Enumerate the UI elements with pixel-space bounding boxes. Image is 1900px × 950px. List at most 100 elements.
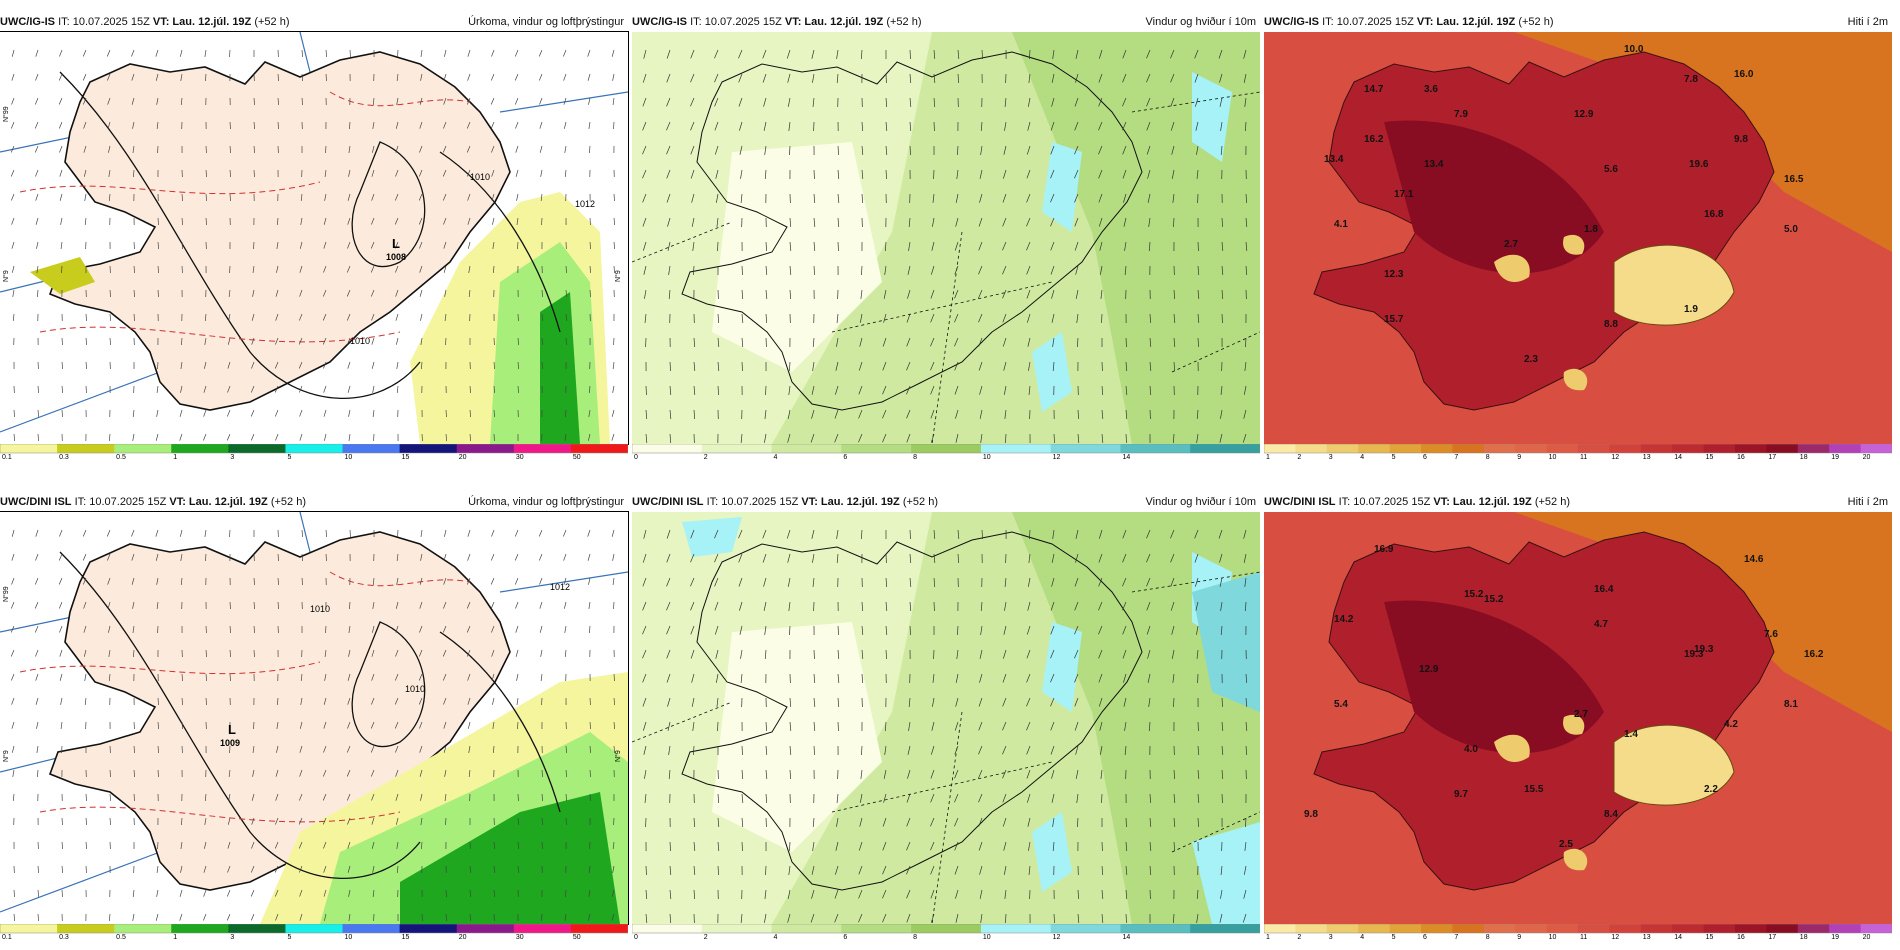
- wind-arrow: [1003, 865, 1007, 875]
- wind-arrow: [419, 577, 423, 585]
- wind-arrow: [955, 409, 959, 419]
- wind-arrow: [930, 289, 935, 299]
- wind-arrow: [1077, 409, 1079, 420]
- wind-arrow: [516, 217, 519, 225]
- wind-arrow: [789, 289, 791, 300]
- wind-arrow: [250, 433, 255, 441]
- colorbar-swatch: [1609, 444, 1642, 453]
- wind-arrow: [490, 577, 495, 585]
- wind-arrow: [642, 649, 647, 659]
- wind-arrow: [251, 337, 255, 345]
- wind-arrow: [83, 601, 87, 609]
- wind-arrow: [1245, 337, 1247, 348]
- wind-arrow: [109, 793, 111, 802]
- wind-arrow: [861, 169, 864, 179]
- wind-arrow: [764, 409, 767, 419]
- glacier-myrdalsjokull: [1563, 848, 1588, 871]
- temp-value-label: 8.8: [1604, 319, 1618, 330]
- wind-arrow: [180, 385, 183, 393]
- wind-arrow: [180, 73, 183, 81]
- wind-arrow: [1050, 217, 1055, 227]
- wind-arrow: [82, 73, 87, 81]
- wind-arrow: [204, 361, 207, 369]
- wind-arrow: [765, 721, 767, 732]
- wind-arrow: [83, 577, 87, 585]
- wind-arrow: [323, 217, 327, 225]
- panel-ig-precip: UWC/IG-IS IT: 10.07.2025 15Z VT: Lau. 12…: [0, 12, 629, 460]
- wind-arrow: [763, 121, 767, 131]
- wind-arrow: [1075, 553, 1079, 563]
- wind-arrow: [108, 625, 111, 633]
- wind-arrow: [1124, 721, 1127, 731]
- wind-arrow: [692, 265, 695, 276]
- wind-arrow: [1098, 553, 1103, 563]
- wind-arrow: [1074, 625, 1079, 635]
- colorbar-tick-label: 15: [402, 454, 410, 460]
- wind-arrow: [954, 769, 959, 779]
- wind-arrow: [1029, 529, 1031, 540]
- wind-arrow: [181, 817, 183, 826]
- wind-arrow: [588, 385, 591, 393]
- wind-arrow: [205, 553, 207, 562]
- wind-calm: [712, 142, 882, 372]
- wind-arrow: [493, 889, 495, 898]
- wind-arrow: [419, 745, 423, 753]
- wind-arrow: [131, 49, 135, 57]
- wind-arrow: [395, 289, 399, 297]
- wind-arrow: [642, 121, 647, 131]
- valid-time: VT: Lau. 12.júl. 19Z: [801, 496, 900, 508]
- wind-arrow: [84, 217, 87, 225]
- wind-arrow: [955, 193, 959, 203]
- valid-time: VT: Lau. 12.júl. 19Z: [152, 16, 252, 28]
- wind-arrow: [275, 337, 279, 345]
- wind-arrow: [1146, 601, 1151, 611]
- panel-header: UWC/DINI ISL IT: 10.07.2025 15Z VT: Lau.…: [632, 492, 1260, 512]
- wind-arrow: [1171, 169, 1175, 179]
- colorbar-tick-label: 30: [516, 934, 524, 940]
- wind-arrow: [10, 649, 15, 657]
- wind-arrow: [11, 553, 15, 561]
- panel-title: Hiti í 2m: [1847, 496, 1888, 508]
- wind-arrow: [666, 673, 671, 683]
- wind-arrow: [515, 145, 519, 153]
- region-borders: [632, 91, 1260, 444]
- wind-arrow: [250, 913, 255, 921]
- wind-arrow: [860, 529, 863, 540]
- wind-arrow: [588, 913, 591, 921]
- wind-arrow: [204, 841, 207, 849]
- wind-arrow: [1050, 169, 1055, 179]
- wind-arrow: [930, 769, 935, 779]
- wind-arrow: [1244, 841, 1247, 851]
- wind-arrow: [564, 169, 567, 177]
- temp-value-label: 2.7: [1574, 709, 1588, 720]
- wind-arrow: [741, 745, 743, 756]
- wind-strong: [1032, 332, 1072, 412]
- wind-arrow: [1244, 361, 1247, 371]
- wind-arrow: [395, 649, 399, 657]
- wind-arrow: [1100, 769, 1103, 779]
- wind-arrow: [861, 193, 864, 204]
- wind-arrow: [954, 745, 959, 755]
- wind-arrow: [957, 145, 959, 156]
- wind-arrow: [276, 217, 279, 226]
- wind-arrow: [906, 913, 911, 923]
- isobars: [59, 71, 561, 399]
- wind-arrow: [490, 97, 495, 105]
- wind-arrow: [588, 865, 591, 873]
- wind-arrow: [132, 121, 135, 129]
- wind-arrow: [133, 289, 135, 298]
- wind-arrow: [1051, 313, 1055, 323]
- wind-arrow: [612, 841, 615, 849]
- wind-arrow: [11, 697, 15, 705]
- wind-strong: [1032, 812, 1072, 892]
- wind-arrow: [275, 913, 279, 921]
- wind-arrow: [131, 73, 135, 81]
- wind-arrow: [299, 721, 303, 729]
- panel-dini-precip: UWC/DINI ISL IT: 10.07.2025 15Z VT: Lau.…: [0, 492, 629, 940]
- wind-arrow: [133, 169, 135, 178]
- wind-arrow: [1077, 913, 1080, 923]
- wind-arrow: [35, 697, 39, 705]
- wind-arrow: [978, 721, 983, 731]
- wind-arrow: [1124, 745, 1127, 755]
- wind-arrow: [1173, 433, 1175, 444]
